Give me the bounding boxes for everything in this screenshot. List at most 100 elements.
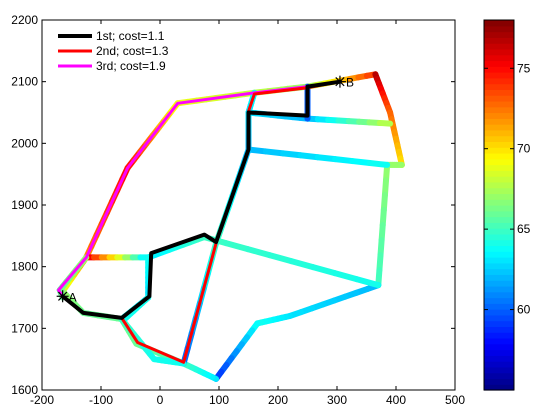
colorbar-band <box>484 170 514 177</box>
colorbar-band <box>484 54 514 62</box>
legend-label-1: 1st; cost=1.1 <box>96 29 165 43</box>
route-line-1 <box>60 79 342 320</box>
colorbar-band <box>484 95 514 102</box>
colorbar-band <box>484 361 514 368</box>
y-tick-label: 2100 <box>11 75 38 89</box>
colorbar-band <box>484 262 514 270</box>
colorbar-band <box>484 384 514 391</box>
colorbar-band <box>484 43 514 50</box>
colorbar-band <box>484 31 514 38</box>
colorbar-band <box>484 83 514 90</box>
network-segment <box>244 246 273 259</box>
colorbar-band <box>484 147 514 154</box>
colorbar-band <box>484 106 514 114</box>
colorbar-band <box>484 141 514 148</box>
colorbar-band <box>484 268 514 275</box>
colorbar-band <box>484 20 514 27</box>
marker-label: A <box>69 290 77 304</box>
colorbar-band <box>484 239 514 247</box>
colorbar-tick-label: 75 <box>517 61 531 75</box>
marker-label: B <box>346 76 354 90</box>
x-tick-label: 500 <box>445 393 465 407</box>
colorbar-band <box>484 366 514 374</box>
colorbar-frame <box>483 19 515 391</box>
x-tick-label: -200 <box>30 393 54 407</box>
colorbar-band <box>484 297 514 304</box>
colorbar-band <box>484 100 514 108</box>
marker-point: B <box>333 75 354 90</box>
colorbar-band <box>484 216 514 223</box>
colorbar-band <box>484 89 514 96</box>
network-segment <box>266 252 295 265</box>
colorbar-band <box>484 274 514 281</box>
colorbar-band <box>484 176 514 183</box>
colorbar-band <box>484 343 514 351</box>
colorbar-tick-label: 65 <box>517 222 531 236</box>
network-road <box>213 282 382 382</box>
colorbar-band <box>484 66 514 73</box>
colorbar-band <box>484 326 514 333</box>
colorbar-band <box>484 303 514 310</box>
colorbar-band <box>484 129 514 137</box>
colorbar-band <box>484 320 514 328</box>
plot-area: A B -200 -100 0 100 200 300 400 500 1600 1700 1800 19… <box>11 13 465 407</box>
legend-label-3: 3rd; cost=1.9 <box>96 59 166 73</box>
colorbar-band <box>484 158 514 166</box>
colorbar-band <box>484 378 514 385</box>
colorbar-band <box>484 372 514 380</box>
colorbar-band <box>484 181 514 189</box>
x-tick-label: 300 <box>327 393 347 407</box>
network-segment <box>331 270 360 283</box>
network-segment <box>310 264 338 277</box>
colorbar-band <box>484 222 514 229</box>
y-tick-label: 1900 <box>11 198 38 212</box>
network-segment <box>376 119 394 127</box>
colorbar-band <box>484 245 514 252</box>
network-segment <box>353 276 382 289</box>
colorbar-tick-label: 60 <box>517 303 531 317</box>
colorbar-band <box>484 118 514 125</box>
marker-star-stroke <box>335 77 345 87</box>
colorbar-band <box>484 48 514 56</box>
colorbar-band <box>484 291 514 299</box>
colorbar-band <box>484 355 514 362</box>
colorbar: 60 65 70 75 <box>483 19 531 391</box>
y-tick-label: 1700 <box>11 321 38 335</box>
x-tick-label: -100 <box>89 393 113 407</box>
network-segment <box>121 313 131 323</box>
colorbar-band <box>484 77 514 85</box>
network-segment <box>223 240 251 253</box>
colorbar-band <box>484 257 514 264</box>
network-segment <box>366 159 391 168</box>
x-tick-label: 400 <box>386 393 406 407</box>
colorbar-band <box>484 349 514 356</box>
marker-star-stroke <box>58 291 68 301</box>
colorbar-band <box>484 124 514 131</box>
colorbar-band <box>484 314 514 322</box>
x-tick-label: 100 <box>209 393 229 407</box>
y-tick-label: 2200 <box>11 13 38 27</box>
colorbar-band <box>484 25 514 33</box>
colorbar-band <box>484 187 514 195</box>
colorbar-band <box>484 164 514 171</box>
colorbar-band <box>484 332 514 339</box>
colorbar-band <box>484 72 514 79</box>
colorbar-band <box>484 233 514 241</box>
colorbar-band <box>484 112 514 119</box>
colorbar-band <box>484 37 514 44</box>
colorbar-band <box>484 210 514 218</box>
legend-label-2: 2nd; cost=1.3 <box>96 44 169 58</box>
colorbar-band <box>484 285 514 293</box>
colorbar-band <box>484 228 514 235</box>
colorbar-band <box>484 135 514 143</box>
network-segment <box>288 258 317 271</box>
colorbar-band <box>484 193 514 200</box>
colorbar-tick-label: 70 <box>517 142 531 156</box>
colorbar-band <box>484 251 514 258</box>
colorbar-band <box>484 199 514 206</box>
x-tick-label: 200 <box>268 393 288 407</box>
colorbar-band <box>484 205 514 212</box>
colorbar-band <box>484 337 514 345</box>
